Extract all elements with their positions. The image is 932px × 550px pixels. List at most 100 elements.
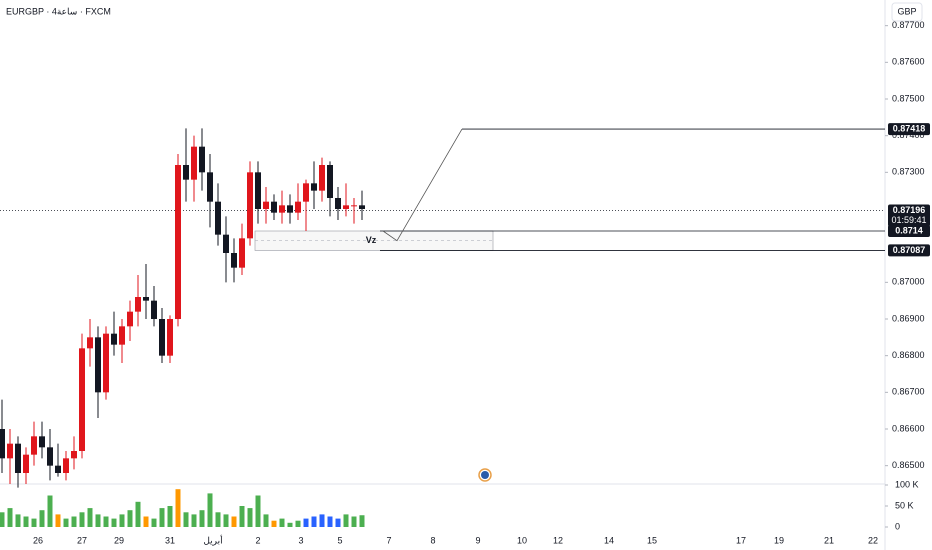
x-tick-label: 14 — [604, 535, 614, 545]
candle-body — [103, 333, 109, 393]
volume-bar — [47, 495, 53, 527]
volume-bar — [247, 508, 253, 527]
symbol-title[interactable]: EURGBP · 4ساعة · FXCM — [6, 6, 111, 16]
volume-bar — [87, 508, 93, 527]
candle-body — [159, 319, 165, 356]
price-label-bg — [888, 225, 930, 237]
volume-bar — [175, 489, 181, 527]
candle-body — [151, 300, 157, 319]
candle-body — [239, 238, 245, 268]
volume-bar — [23, 516, 29, 527]
volume-bar — [15, 514, 21, 527]
volume-bar — [167, 506, 173, 527]
candle-body — [247, 172, 253, 239]
candle-body — [63, 458, 69, 473]
volume-bar — [127, 510, 133, 527]
candle-body — [143, 297, 149, 301]
candle-body — [71, 451, 77, 459]
price-label-bg — [888, 123, 930, 136]
volume-bar — [159, 508, 165, 527]
candle-body — [135, 297, 141, 312]
candle-body — [263, 201, 269, 209]
volume-bar — [103, 516, 109, 527]
candle-body — [95, 337, 101, 393]
volume-bar — [135, 501, 141, 527]
x-tick-label: 17 — [736, 535, 746, 545]
volume-bar — [215, 512, 221, 527]
y-tick-label: 0.87600 — [892, 57, 925, 67]
countdown-label: 01:59:41 — [891, 215, 926, 225]
candle-body — [279, 205, 285, 213]
candle-body — [311, 183, 317, 191]
volume-tick-label: 0 — [895, 521, 900, 531]
y-tick-label: 0.86600 — [892, 423, 925, 433]
candle-body — [7, 443, 13, 459]
candle-body — [111, 333, 117, 345]
candle-body — [271, 201, 277, 213]
volume-bar — [79, 512, 85, 527]
y-tick-label: 0.87500 — [892, 93, 925, 103]
y-tick-label: 0.86500 — [892, 460, 925, 470]
volume-bar — [263, 514, 269, 527]
volume-bar — [279, 518, 285, 527]
x-tick-label: 21 — [824, 535, 834, 545]
volume-bar — [111, 518, 117, 527]
candle-body — [31, 436, 37, 455]
x-tick-label: 26 — [33, 535, 43, 545]
volume-bar — [303, 518, 309, 527]
candle-body — [215, 201, 221, 235]
y-tick-label: 0.86900 — [892, 313, 925, 323]
volume-bar — [231, 516, 237, 527]
candle-body — [319, 165, 325, 191]
volume-bar — [0, 512, 5, 527]
candle-body — [351, 205, 357, 207]
candle-body — [15, 443, 21, 473]
volume-bar — [199, 510, 205, 527]
volume-bar — [7, 508, 13, 527]
currency-button[interactable] — [891, 2, 923, 22]
volume-bar — [223, 514, 229, 527]
event-icon-dot — [481, 471, 489, 479]
volume-bar — [183, 512, 189, 527]
zone-label: Vz — [366, 235, 377, 245]
volume-bar — [271, 520, 277, 527]
x-tick-label: 19 — [774, 535, 784, 545]
currency-label[interactable]: GBP — [897, 6, 916, 16]
volume-tick-label: 50 K — [895, 500, 914, 510]
candle-body — [87, 337, 93, 349]
x-tick-label: 7 — [386, 535, 391, 545]
volume-bar — [191, 514, 197, 527]
candle-body — [183, 165, 189, 180]
x-tick-label: 10 — [517, 535, 527, 545]
candle-body — [343, 205, 349, 209]
volume-bar — [239, 506, 245, 527]
x-tick-label: 12 — [553, 535, 563, 545]
volume-bar — [327, 516, 333, 527]
y-tick-label: 0.86800 — [892, 350, 925, 360]
candle-body — [359, 205, 365, 209]
volume-bar — [311, 516, 317, 527]
candle-body — [0, 429, 5, 459]
candle-body — [255, 172, 261, 209]
x-tick-label: 2 — [255, 535, 260, 545]
candle-body — [191, 146, 197, 180]
y-tick-label: 0.87300 — [892, 167, 925, 177]
volume-bar — [119, 514, 125, 527]
x-tick-label: أبريل — [203, 533, 222, 546]
price-label: 0.87087 — [893, 245, 926, 255]
x-tick-label: 9 — [475, 535, 480, 545]
volume-bar — [39, 510, 45, 527]
price-label: 0.87418 — [893, 123, 926, 133]
volume-bar — [143, 516, 149, 527]
volume-bar — [95, 514, 101, 527]
candle-body — [223, 234, 229, 253]
candle-body — [199, 146, 205, 173]
x-tick-label: 15 — [647, 535, 657, 545]
price-label-bg — [888, 244, 930, 257]
candle-body — [79, 348, 85, 451]
candle-body — [119, 326, 125, 345]
candle-body — [39, 436, 45, 448]
volume-bar — [63, 518, 69, 527]
volume-bar — [287, 522, 293, 527]
